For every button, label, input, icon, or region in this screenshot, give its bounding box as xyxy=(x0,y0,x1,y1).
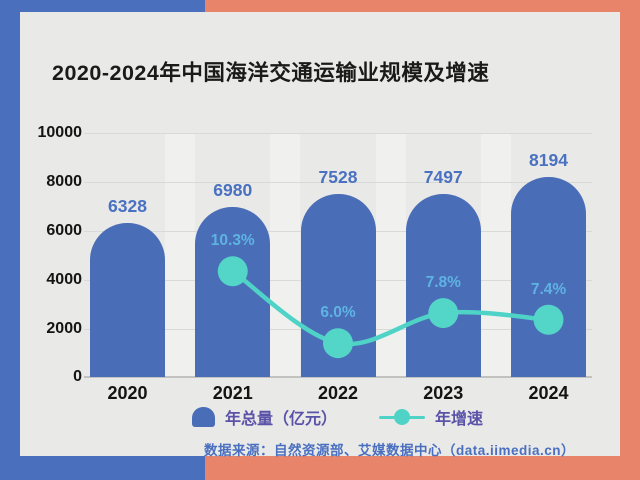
bar-2024 xyxy=(511,177,586,378)
bar-series-icon xyxy=(192,407,215,427)
bar-2020 xyxy=(90,222,165,378)
x-axis-tick-label: 2020 xyxy=(107,383,148,403)
legend-label-total: 年总量（亿元） xyxy=(225,411,338,428)
growth-value-label: 7.4% xyxy=(530,280,567,298)
y-axis-tick-label: 2000 xyxy=(46,319,82,337)
legend-item-growth: 年增速 xyxy=(379,405,483,429)
gridline xyxy=(84,133,592,135)
x-axis-tick-label: 2021 xyxy=(212,383,253,403)
y-axis-tick-label: 4000 xyxy=(46,270,82,288)
bar-value-label: 6328 xyxy=(108,195,147,216)
legend-label-growth: 年增速 xyxy=(435,411,484,428)
chart-card: 2020-2024年中国海洋交通运输业规模及增速 0 2000 4000 6000 80… xyxy=(20,12,620,458)
x-axis-tick-label: 2023 xyxy=(423,383,464,403)
bar-2022 xyxy=(300,193,376,378)
y-axis-tick-label: 10000 xyxy=(37,124,83,142)
x-axis-line xyxy=(84,376,592,379)
y-axis-tick-label: 6000 xyxy=(46,221,82,239)
bar-value-label: 7528 xyxy=(318,166,358,187)
chart-area: 0 2000 4000 6000 8000 10000 6328 2020 6980 2021 75… xyxy=(20,12,620,456)
growth-value-label: 7.8% xyxy=(425,274,461,292)
legend-item-total: 年总量（亿元） xyxy=(192,405,337,429)
chart-title: 2020-2024年中国海洋交通运输业规模及增速 xyxy=(52,61,490,85)
line-series-icon xyxy=(379,409,426,425)
x-axis-tick-label: 2024 xyxy=(528,383,569,403)
line-series-icon-dot xyxy=(394,409,411,425)
gridline xyxy=(84,182,592,184)
growth-value-label: 10.3% xyxy=(210,232,255,250)
bar-value-label: 6980 xyxy=(213,179,253,200)
data-source-note: 数据来源：自然资源部、艾媒数据中心（data.iimedia.cn） xyxy=(204,443,576,458)
y-axis-tick-label: 8000 xyxy=(46,173,82,191)
growth-value-label: 6.0% xyxy=(320,304,356,322)
y-axis-tick-label: 0 xyxy=(73,368,82,386)
x-axis-tick-label: 2022 xyxy=(317,383,359,403)
bar-value-label: 8194 xyxy=(529,150,568,171)
plot-gap-band xyxy=(165,133,196,378)
chart-legend: 年总量（亿元） 年增速 xyxy=(192,405,483,429)
bar-value-label: 7497 xyxy=(423,167,463,188)
